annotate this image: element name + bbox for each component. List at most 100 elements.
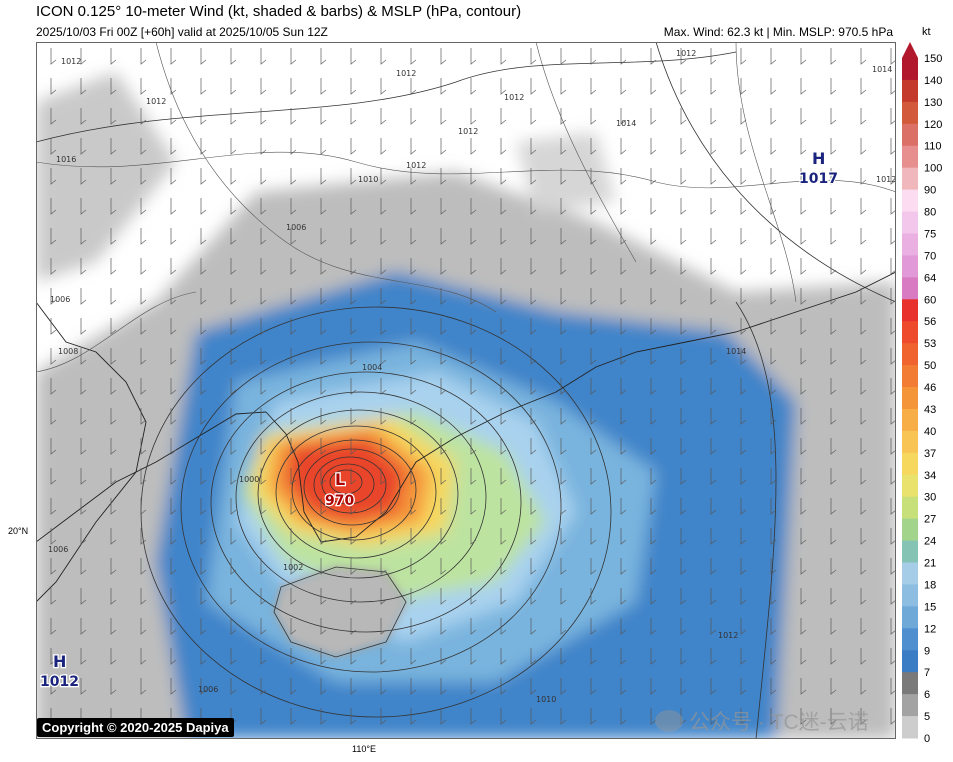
colorbar-tick-label: 53 xyxy=(924,338,936,350)
colorbar-tick-label: 140 xyxy=(924,75,942,87)
colorbar-segment xyxy=(902,474,918,498)
colorbar-segment xyxy=(902,584,918,607)
colorbar-segment xyxy=(902,343,918,366)
isobar-label: 1012 xyxy=(396,69,416,78)
isobar-label: 1014 xyxy=(616,119,636,128)
colorbar-tick-label: 0 xyxy=(924,733,930,742)
colorbar-segment xyxy=(902,628,918,651)
colorbar-tick-label: 7 xyxy=(924,667,930,679)
colorbar-segment xyxy=(902,452,918,476)
colorbar-tick-label: 60 xyxy=(924,294,936,306)
weather-map: 1012 1012 1012 1012 1012 1014 1016 1012 … xyxy=(36,42,896,739)
colorbar-segment xyxy=(902,189,918,213)
colorbar-tick-label: 150 xyxy=(924,53,942,65)
low-value: 970 xyxy=(325,493,354,509)
colorbar-segment xyxy=(902,430,918,454)
colorbar-segment xyxy=(902,58,918,81)
colorbar-tick-label: 27 xyxy=(924,514,936,526)
colorbar-segment xyxy=(902,365,918,388)
colorbar-segment xyxy=(902,277,918,300)
colorbar-segment xyxy=(902,672,918,695)
colorbar-tick-label: 43 xyxy=(924,404,936,416)
isobar-label: 1012 xyxy=(146,97,166,106)
wechat-icon xyxy=(655,710,683,732)
isobar-label: 1004 xyxy=(362,363,382,372)
isobar-label: 1012 xyxy=(406,161,426,170)
colorbar-tick-label: 40 xyxy=(924,426,936,438)
colorbar-tick-label: 110 xyxy=(924,141,942,153)
high-pressure-center-east: H 1017 xyxy=(798,148,839,189)
low-pressure-center: L 970 xyxy=(324,469,356,511)
chart-title: ICON 0.125° 10-meter Wind (kt, shaded & … xyxy=(36,3,522,20)
colorbar-tick-label: 70 xyxy=(924,250,936,262)
colorbar-segment xyxy=(902,540,918,564)
isobar-label: 1012 xyxy=(458,127,478,136)
isobar-labels: 1012 1012 1012 1012 1012 1014 1016 1012 … xyxy=(48,49,896,704)
watermark: 公众号 · TC迷-云诺 xyxy=(655,706,869,736)
colorbar-segment xyxy=(902,299,918,322)
colorbar-tick-label: 37 xyxy=(924,448,936,460)
colorbar-tick-label: 12 xyxy=(924,623,936,635)
isobar-label: 1014 xyxy=(872,65,892,74)
colorbar-unit: kt xyxy=(922,26,931,38)
colorbar-tick-label: 18 xyxy=(924,579,936,591)
colorbar-tick-label: 21 xyxy=(924,558,936,570)
isobar-label: 1006 xyxy=(198,685,218,694)
colorbar-segment xyxy=(902,321,918,344)
colorbar-segment xyxy=(902,101,918,125)
colorbar-tick-label: 15 xyxy=(924,601,936,613)
isobar-label: 1012 xyxy=(61,57,81,66)
colorbar-tick-label: 50 xyxy=(924,360,936,372)
colorbar-tick-label: 6 xyxy=(924,689,930,701)
colorbar-segment xyxy=(902,387,918,410)
colorbar-tick-label: 24 xyxy=(924,536,936,548)
isobar-label: 1002 xyxy=(283,563,303,572)
colorbar-tick-label: 5 xyxy=(924,711,930,723)
colorbar-segment xyxy=(902,255,918,278)
high-value: 1012 xyxy=(40,674,79,690)
colorbar-tick-label: 100 xyxy=(924,163,942,175)
colorbar-segment xyxy=(902,496,918,520)
high-symbol: H xyxy=(812,149,825,168)
high-symbol: H xyxy=(53,652,66,671)
colorbar-tick-label: 9 xyxy=(924,645,930,657)
isobar-label: 1006 xyxy=(50,295,70,304)
longitude-label: 110°E xyxy=(352,744,376,754)
colorbar-arrow xyxy=(902,42,918,58)
high-value: 1017 xyxy=(799,171,838,187)
isobar-label: 1016 xyxy=(56,155,76,164)
high-pressure-center-west: H 1012 xyxy=(39,651,80,692)
colorbar-segment xyxy=(902,145,918,169)
colorbar-segment xyxy=(902,518,918,542)
colorbar-tick-label: 75 xyxy=(924,228,936,240)
colorbar-segment xyxy=(902,562,918,585)
colorbar-tick-label: 120 xyxy=(924,119,942,131)
colorbar-segment xyxy=(902,123,918,147)
colorbar-tick-label: 46 xyxy=(924,382,936,394)
watermark-text: 公众号 · TC迷-云诺 xyxy=(689,711,869,734)
isobar-label: 1006 xyxy=(48,545,68,554)
isobar-label: 1008 xyxy=(58,347,78,356)
colorbar-tick-label: 80 xyxy=(924,207,936,219)
isobar-label: 1012 xyxy=(718,631,738,640)
colorbar-segment xyxy=(902,233,918,256)
valid-time-subtitle: 2025/10/03 Fri 00Z [+60h] valid at 2025/… xyxy=(36,25,328,39)
isobar-label: 1010 xyxy=(358,175,378,184)
isobar-label: 1012 xyxy=(876,175,896,184)
colorbar-tick-label: 90 xyxy=(924,185,936,197)
colorbar-segment xyxy=(902,79,918,103)
copyright-notice: Copyright © 2020-2025 Dapiya xyxy=(37,718,234,737)
colorbar-segment xyxy=(902,716,918,739)
colorbar-tick-label: 64 xyxy=(924,272,936,284)
colorbar-segment xyxy=(902,650,918,673)
latitude-label: 20°N xyxy=(8,526,29,536)
colorbar-segment xyxy=(902,694,918,717)
colorbar-segment xyxy=(902,167,918,191)
colorbar-tick-label: 34 xyxy=(924,470,936,482)
isobar-label: 1014 xyxy=(726,347,746,356)
wind-colorbar: 1501401301201101009080757064605653504643… xyxy=(902,42,942,742)
colorbar-tick-label: 130 xyxy=(924,97,942,109)
isobar-label: 1012 xyxy=(676,49,696,58)
colorbar-segment xyxy=(902,408,918,432)
isobar-label: 1012 xyxy=(504,93,524,102)
